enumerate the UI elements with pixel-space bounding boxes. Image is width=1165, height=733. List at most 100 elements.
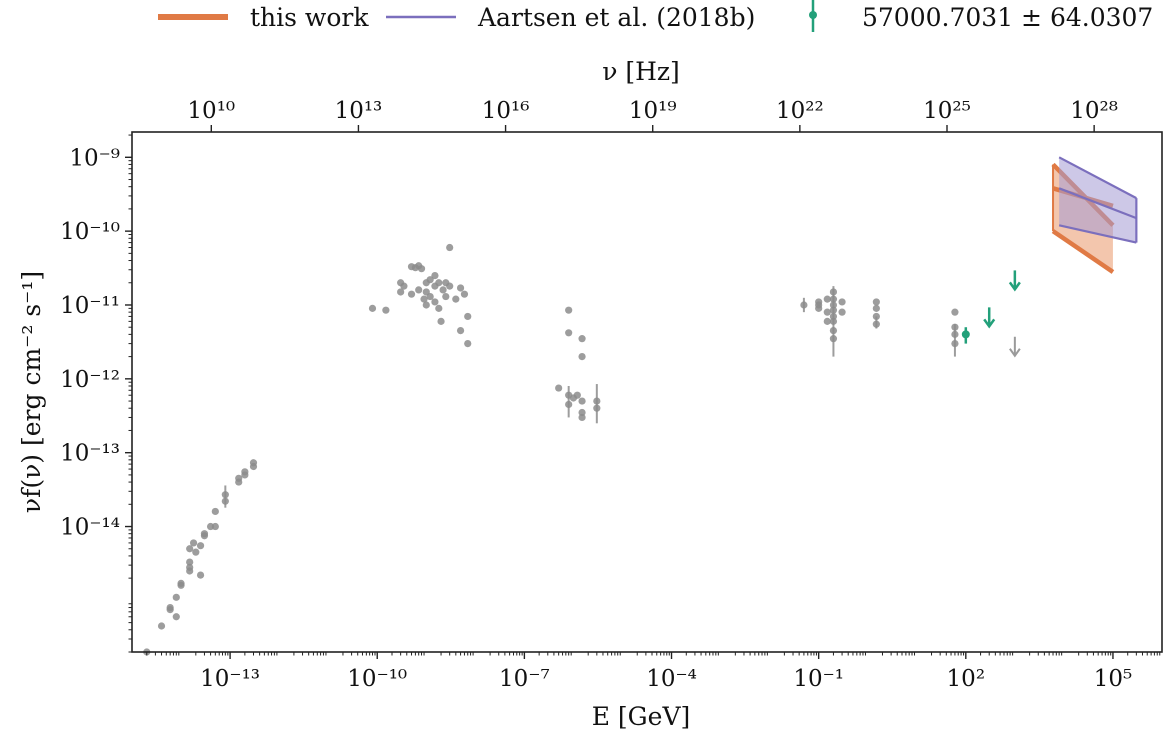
- archival-point: [435, 279, 443, 287]
- archival-point: [417, 265, 426, 273]
- archival-point: [172, 593, 180, 601]
- archival-point: [400, 282, 408, 290]
- x-axis-title: E [GeV]: [592, 702, 691, 731]
- archival-point: [464, 339, 472, 348]
- archival-point: [578, 353, 586, 361]
- archival-point: [593, 404, 601, 412]
- archival-point: [573, 391, 581, 399]
- archival-point: [249, 459, 258, 467]
- left-axis-ticks: 10⁻⁹ 10⁻¹⁰ 10⁻¹¹ 10⁻¹² 10⁻¹³ 10⁻¹⁴: [60, 134, 132, 653]
- x-tick-label: 10⁻¹³: [200, 666, 260, 692]
- archival-point: [172, 613, 180, 621]
- y-tick-label: 10⁻¹⁰: [60, 219, 120, 245]
- legend-swatch-flare-point: [809, 11, 817, 19]
- archival-point: [578, 397, 586, 405]
- bottom-axis-ticks: 10⁻¹³ 10⁻¹⁰ 10⁻⁷ 10⁻⁴ 10⁻¹ 10² 10⁵: [146, 652, 1161, 692]
- archival-point: [460, 290, 469, 298]
- archival-point: [435, 304, 443, 312]
- archival-point: [442, 292, 450, 301]
- archival-point: [196, 542, 205, 550]
- aartsen-band-lower: [1058, 224, 1137, 244]
- top-tick-label: 10¹⁶: [482, 98, 530, 124]
- top-axis-ticks: 10¹⁰ 10¹³ 10¹⁶ 10¹⁹ 10²² 10²⁵ 10²⁸: [187, 98, 1118, 132]
- x-tick-label: 10²: [947, 666, 986, 692]
- archival-point: [815, 298, 823, 306]
- legend-label-aartsen: Aartsen et al. (2018b): [477, 3, 755, 32]
- archival-point: [382, 306, 390, 314]
- plot-frame: [131, 131, 1163, 653]
- archival-point: [872, 304, 880, 312]
- archival-point: [420, 295, 428, 303]
- plot-layer: [143, 156, 1138, 656]
- archival-point: [439, 286, 447, 294]
- archival-point: [555, 384, 563, 392]
- archival-point: [431, 298, 439, 306]
- archival-point: [241, 468, 249, 476]
- archival-point: [829, 301, 838, 309]
- archival-point: [578, 413, 586, 422]
- archival-point: [415, 286, 423, 294]
- archival-point: [565, 400, 573, 409]
- top-tick-label: 10²²: [776, 98, 824, 124]
- archival-point: [829, 312, 838, 321]
- archival-point: [829, 317, 838, 325]
- archival-point: [951, 330, 959, 338]
- archival-point: [186, 558, 194, 566]
- top-tick-label: 10²⁵: [923, 98, 971, 124]
- archival-point: [437, 317, 445, 325]
- archival-point: [426, 292, 434, 301]
- archival-point: [823, 317, 831, 325]
- y-tick-label: 10⁻¹¹: [60, 293, 120, 319]
- archival-point: [456, 326, 465, 335]
- archival-point: [200, 530, 209, 538]
- aartsen-band-upper: [1058, 156, 1137, 200]
- archival-point: [452, 295, 460, 303]
- archival-point: [464, 312, 472, 321]
- archival-point: [422, 301, 430, 309]
- archival-point: [829, 295, 838, 303]
- archival-point: [189, 539, 198, 547]
- legend-label-this-work: this work: [250, 3, 369, 32]
- top-tick-label: 10¹⁰: [187, 98, 235, 124]
- archival-point: [177, 579, 185, 587]
- archival-point: [192, 548, 200, 556]
- archival-point: [221, 497, 229, 505]
- archival-point: [800, 301, 808, 309]
- archival-point: [157, 622, 166, 630]
- archival-point: [565, 306, 573, 314]
- archival-point: [838, 298, 846, 306]
- top-tick-label: 10²⁸: [1070, 98, 1118, 124]
- top-tick-label: 10¹³: [335, 98, 383, 124]
- x-tick-label: 10⁵: [1094, 666, 1133, 692]
- aartsen-best-fit: [1058, 187, 1137, 220]
- archival-point: [578, 408, 586, 417]
- archival-point: [221, 491, 229, 499]
- archival-point: [397, 288, 405, 296]
- x-tick-label: 10⁻¹⁰: [347, 666, 407, 692]
- archival-point: [446, 243, 454, 252]
- archival-point: [456, 284, 465, 292]
- this-work-band-lower: [1051, 229, 1115, 274]
- archival-point: [951, 308, 959, 316]
- archival-point: [593, 397, 601, 405]
- x-tick-label: 10⁻⁷: [499, 666, 550, 692]
- y-tick-label: 10⁻¹³: [60, 441, 120, 467]
- archival-point: [431, 271, 439, 280]
- archival-point: [211, 507, 219, 516]
- archival-point: [407, 290, 416, 298]
- legend: this work Aartsen et al. (2018b) 57000.7…: [158, 0, 1153, 32]
- flare-upper-limit-arrow: [983, 318, 996, 329]
- archival-point: [235, 474, 243, 482]
- archival-point: [186, 545, 194, 553]
- top-tick-label: 10¹⁹: [629, 98, 677, 124]
- archival-point: [166, 603, 174, 612]
- x-tick-label: 10⁻¹: [793, 666, 844, 692]
- archival-point: [186, 563, 194, 571]
- archival-point: [823, 295, 831, 303]
- y-axis-title: νf(ν) [erg cm⁻² s⁻¹]: [17, 271, 46, 513]
- legend-label-flare: 57000.7031 ± 64.0307: [862, 3, 1153, 32]
- archival-point: [838, 308, 846, 316]
- archival-point: [829, 335, 838, 343]
- archival-point: [872, 298, 880, 306]
